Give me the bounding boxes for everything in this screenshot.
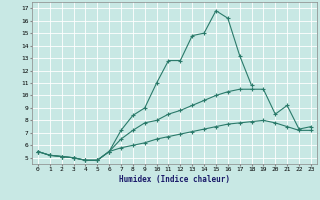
X-axis label: Humidex (Indice chaleur): Humidex (Indice chaleur) [119,175,230,184]
